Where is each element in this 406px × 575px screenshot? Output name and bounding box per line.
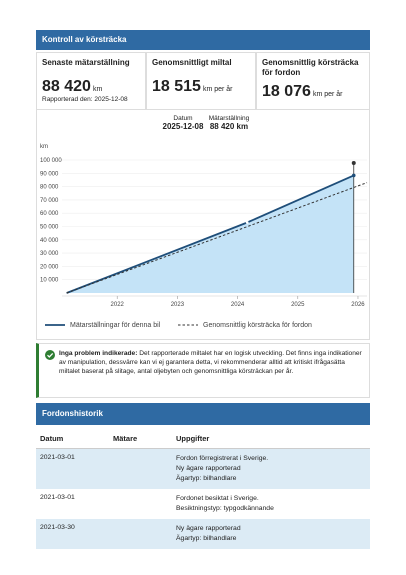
stat-label: Senaste mätarställning <box>42 58 130 67</box>
notice: Inga problem indikerade: Det rapporterad… <box>36 343 370 398</box>
chart-frame <box>36 110 370 340</box>
detail-line: Fordon förregistrerat i Sverige. <box>176 455 269 462</box>
stat-label: Genomsnittlig körsträcka för fordon <box>262 58 359 77</box>
line <box>66 182 368 294</box>
tooltip-label: Mätarställning <box>208 115 250 122</box>
x-tick-label: 2023 <box>171 302 185 308</box>
cell <box>109 519 172 549</box>
cell: 2021-03-30 <box>36 519 109 549</box>
stat-unit: km <box>92 86 103 93</box>
notice-title: Inga problem indikerade: <box>59 350 138 357</box>
tooltip-value: 88 420 km <box>209 122 249 131</box>
stat-value: 18 076 <box>262 83 311 100</box>
cell: 2021-03-01 <box>40 494 75 501</box>
y-tick-label: 30 000 <box>40 251 59 257</box>
section-header: Kontroll av körsträcka <box>36 30 370 50</box>
tooltip: Datum 2025-12-08 Mätarställning 88 420 km <box>160 115 256 131</box>
y-tick-label: 20 000 <box>40 264 59 270</box>
cell: Ny ägare rapporterad Ägartyp: bilhandlare <box>172 519 370 549</box>
y-tick-label: 60 000 <box>40 211 59 217</box>
y-axis-label: km <box>40 144 48 150</box>
detail-line: Ny ägare rapporterad <box>176 465 241 472</box>
y-tick-label: 90 000 <box>40 171 59 177</box>
detail-line: Fordonet besiktat i Sverige. <box>176 495 259 502</box>
area <box>66 175 354 293</box>
cell: 2021-03-01 <box>36 448 109 489</box>
column-header: Datum <box>40 434 64 443</box>
y-tick-label: 10 000 <box>40 278 59 284</box>
cell: Fordonet besiktat i Sverige. Besiktningst… <box>172 489 370 519</box>
y-tick-label: 100 000 <box>40 158 62 164</box>
point <box>245 221 249 224</box>
detail-line: Ny ägare rapporterad <box>176 525 241 532</box>
stat-card: Senaste mätarställning 88 420 km Rapporte… <box>36 52 146 110</box>
y-tick-label: 50 000 <box>40 225 59 231</box>
stat-unit: km per år <box>202 86 233 93</box>
y-tick-label: 80 000 <box>40 185 59 191</box>
history-table: Datum Mätare Uppgifter 2021-03-01 Fordon fö… <box>36 425 370 549</box>
column-header: Uppgifter <box>176 434 210 443</box>
x-tick-label: 2026 <box>351 302 365 308</box>
notice-text: Det rapporterade miltalet har en logisk … <box>59 350 362 375</box>
y-tick-label: 40 000 <box>40 238 59 244</box>
stat-value: 88 420 <box>42 78 91 95</box>
history-row: 2021-03-01 Fordon förregistrerat i Sverig… <box>36 448 370 489</box>
cell <box>109 448 172 489</box>
detail-line: Besiktningstyp: typgodkännande <box>176 505 274 512</box>
x-tick-label: 2024 <box>231 302 245 308</box>
legend-label: Mätarställningar för denna bil <box>70 322 161 329</box>
x-tick-label: 2022 <box>111 302 125 308</box>
detail-line: Ägartyp: bilhandlare <box>176 535 237 542</box>
section-header: Fordonshistorik <box>36 403 370 425</box>
column-header: Mätare <box>113 434 138 443</box>
stat-note: Rapporterad den: 2025-12-08 <box>42 96 128 103</box>
tooltip-value: 2025-12-08 <box>162 122 204 131</box>
check-icon <box>45 350 55 360</box>
y-tick-label: 70 000 <box>40 198 59 204</box>
history-row: 2021-03-30 Ny ägare rapporterad Ägartyp: b… <box>36 519 370 549</box>
tooltip-label: Datum <box>173 115 193 122</box>
stat-label: Genomsnittligt miltal <box>152 58 232 67</box>
legend-label: Genomsnittlig körsträcka för fordon <box>203 322 312 329</box>
stat-unit: km per år <box>312 91 343 98</box>
stat-value: 18 515 <box>152 78 201 95</box>
hover-dot <box>351 161 356 165</box>
detail-line: Ägartyp: bilhandlare <box>176 475 237 482</box>
chart: km 10 000 20 000 30 000 40 000 50 000 60 000 70… <box>40 144 368 329</box>
stat-card: Genomsnittlig körsträcka för fordon 18 0… <box>256 52 370 110</box>
cell: Fordon förregistrerat i Sverige. Ny ägare… <box>172 448 370 489</box>
point <box>351 173 356 178</box>
history-row: 2021-03-01 Fordonet besiktat i Sverige. Be… <box>36 489 370 519</box>
x-tick-label: 2025 <box>291 302 305 308</box>
stat-card: Genomsnittligt miltal 18 515 km per år <box>146 52 256 110</box>
cell <box>109 489 172 519</box>
